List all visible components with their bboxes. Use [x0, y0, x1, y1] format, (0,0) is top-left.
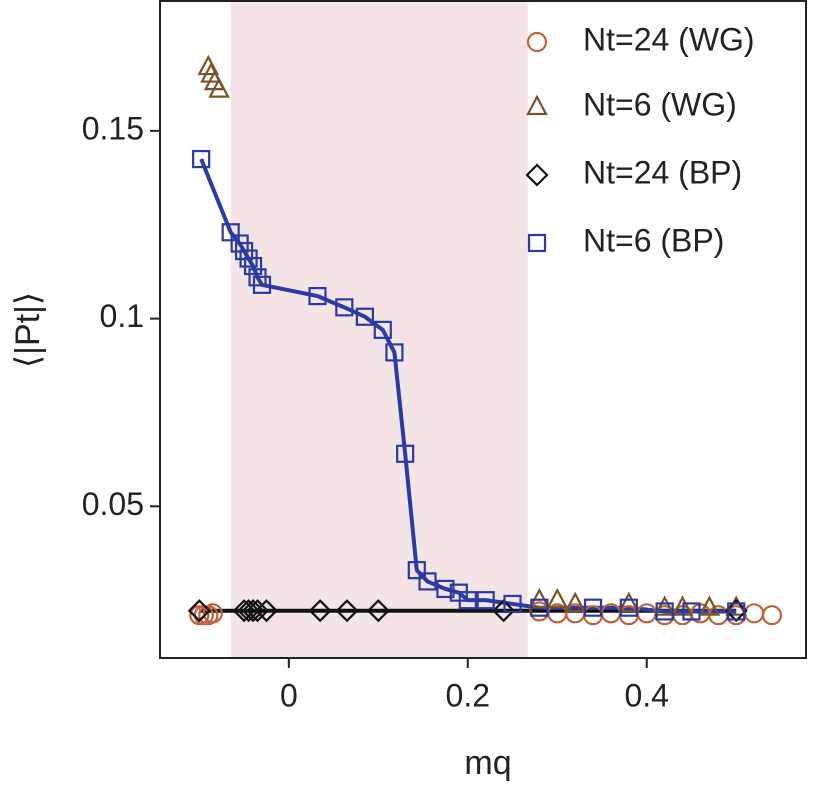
circle-marker: [636, 603, 657, 624]
diamond-marker: [724, 599, 748, 623]
triangle-marker: [546, 587, 569, 609]
triangle-marker: [618, 591, 640, 613]
triangle-marker: [653, 595, 676, 616]
x-tick-label: 0.2: [446, 677, 490, 713]
x-axis-label: mq: [464, 744, 511, 782]
triangle-marker: [698, 595, 721, 616]
diamond-marker: [245, 599, 270, 623]
legend-marker: [526, 31, 548, 53]
square-marker: [385, 343, 404, 362]
legend-label: Nt=24 (BP): [583, 154, 742, 190]
square-marker: [655, 602, 674, 621]
square-marker: [727, 602, 746, 621]
square-marker: [373, 320, 392, 339]
square-marker: [458, 591, 477, 610]
square-marker: [252, 275, 272, 294]
square-marker: [619, 598, 638, 617]
y-axis-label: ⟨|Pt|⟩: [9, 292, 47, 368]
legend-marker: [526, 94, 548, 116]
triangle-marker: [208, 77, 230, 98]
diamond-marker: [237, 599, 261, 623]
square-marker: [530, 598, 549, 617]
square-marker: [476, 591, 495, 610]
circle-marker: [761, 605, 783, 626]
legend-marker: [527, 233, 547, 253]
diamond-marker: [492, 599, 516, 623]
square-marker: [418, 572, 437, 591]
square-marker: [583, 598, 603, 617]
legend-marker: [525, 163, 549, 187]
diamond-marker: [308, 599, 332, 623]
legend-label: Nt=6 (WG): [583, 86, 737, 122]
diamond-marker: [366, 599, 390, 623]
square-marker: [396, 444, 415, 463]
square-marker: [308, 286, 327, 306]
plot-frame: [159, 0, 807, 659]
square-marker: [407, 561, 426, 580]
y-tick-label: 0.05: [82, 486, 144, 522]
circle-marker: [202, 603, 223, 624]
square-marker: [355, 307, 374, 326]
legend-label: Nt=6 (BP): [583, 222, 724, 258]
square-marker: [682, 602, 701, 621]
diamond-marker: [335, 599, 359, 623]
x-tick-label: 0: [280, 677, 298, 713]
square-marker: [503, 594, 522, 614]
circle-marker: [744, 603, 765, 624]
square-marker: [192, 149, 211, 169]
diamond-marker: [187, 599, 211, 623]
triangle-marker: [564, 591, 586, 613]
legend-label: Nt=24 (WG): [583, 21, 755, 57]
y-tick-label: 0.15: [82, 110, 144, 146]
square-marker: [335, 298, 354, 317]
square-marker: [243, 256, 263, 276]
triangle-marker: [197, 54, 220, 76]
y-tick-label: 0.1: [100, 298, 144, 334]
series-line: [199, 158, 737, 614]
diamond-marker: [254, 599, 279, 623]
x-tick-label: 0.4: [624, 677, 668, 713]
square-marker: [436, 579, 455, 599]
